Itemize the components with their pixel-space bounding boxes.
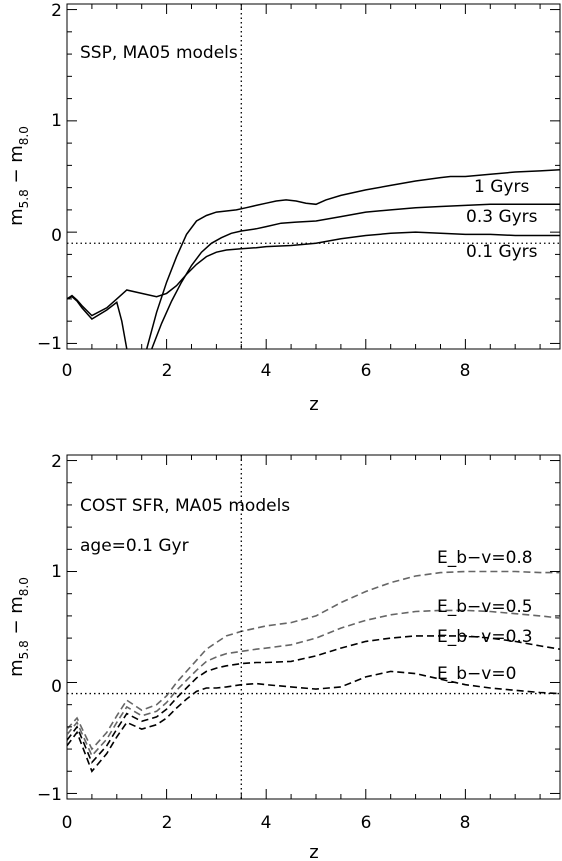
- x-tick-label: 6: [361, 813, 372, 833]
- x-tick-label: 4: [261, 813, 272, 833]
- x-tick-label: 0: [62, 361, 73, 381]
- tick-marks: [66, 455, 560, 799]
- y-tick-label: 0: [51, 677, 62, 697]
- y-tick-label: −1: [37, 334, 62, 354]
- y-tick-label: 2: [51, 452, 62, 472]
- series-line: [151, 203, 560, 349]
- panel-annotation: COST SFR, MA05 models: [80, 496, 290, 516]
- series-label: E_b−v=0.8: [437, 548, 533, 568]
- x-tick-label: 6: [361, 361, 372, 381]
- series-line: [67, 670, 560, 773]
- panel-annotation: SSP, MA05 models: [80, 43, 238, 63]
- y-tick-label: 1: [51, 111, 62, 131]
- x-axis-label: z: [309, 394, 318, 415]
- plot-frame: [66, 454, 561, 800]
- series-line: [67, 635, 560, 764]
- x-tick-label: 0: [62, 813, 73, 833]
- series-layer: [67, 570, 560, 773]
- tick-marks: [66, 4, 560, 349]
- plot-frame: [66, 3, 561, 350]
- y-tick-label: 1: [51, 562, 62, 582]
- reference-lines: [67, 455, 560, 799]
- reference-lines: [67, 4, 560, 349]
- x-tick-label: 4: [261, 361, 272, 381]
- series-label: 0.1 Gyrs: [466, 242, 538, 262]
- x-tick-label: 8: [460, 361, 471, 381]
- series-label: E_b−v=0.3: [437, 627, 533, 647]
- series-label: 1 Gyrs: [474, 177, 529, 197]
- panel-top: 0 2 4 6 8 −1 0 1 2 z m5.8 − m8.0 SSP, MA…: [6, 1, 561, 415]
- series-layer: [67, 169, 560, 349]
- series-line: [67, 231, 560, 317]
- series-label: 0.3 Gyrs: [466, 207, 538, 227]
- y-tick-label: 2: [51, 1, 62, 21]
- series-label: E_b−v=0: [437, 664, 516, 684]
- y-axis-label: m5.8 − m8.0: [6, 126, 31, 226]
- x-tick-label: 2: [162, 813, 173, 833]
- panel-annotation: age=0.1 Gyr: [80, 536, 189, 556]
- series-line: [67, 295, 128, 349]
- y-tick-label: −1: [37, 785, 62, 805]
- y-tick-label: 0: [51, 226, 62, 246]
- series-line: [145, 169, 560, 349]
- series-line: [67, 609, 560, 758]
- series-label: E_b−v=0.5: [437, 597, 533, 617]
- x-axis-label: z: [309, 842, 318, 861]
- y-axis-label: m5.8 − m8.0: [6, 577, 31, 677]
- x-tick-label: 8: [460, 813, 471, 833]
- x-tick-label: 2: [162, 361, 173, 381]
- panel-bottom: 0 2 4 6 8 −1 0 1 2 z m5.8 − m8.0 COST SF…: [6, 452, 561, 861]
